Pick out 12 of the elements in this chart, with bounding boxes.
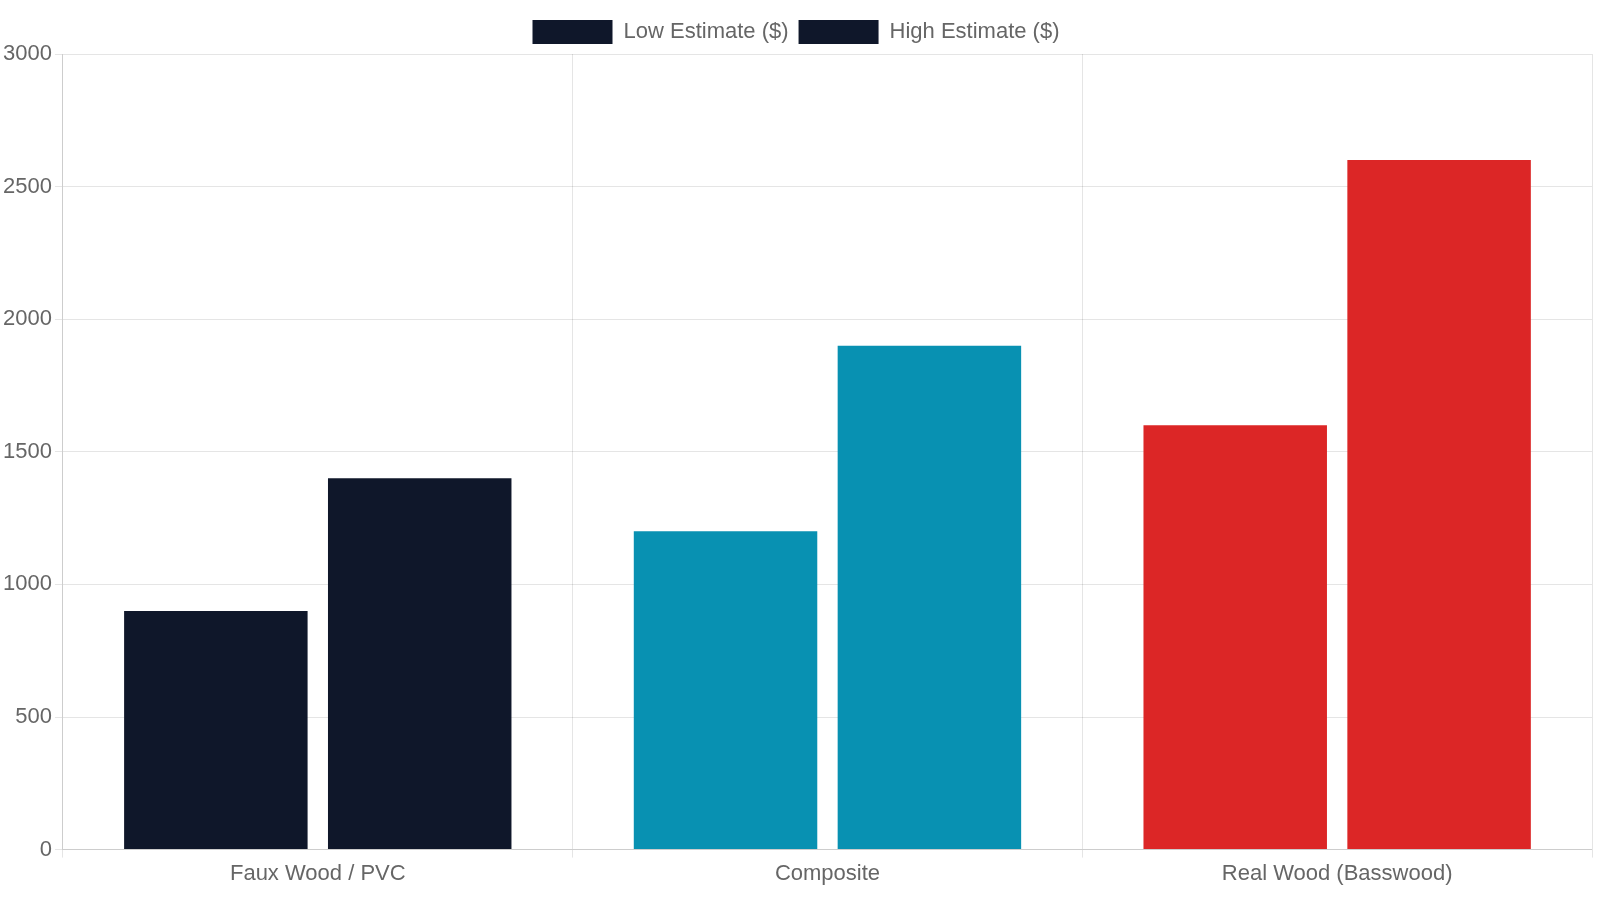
y-tick-label: 2000 — [2, 305, 52, 331]
x-tick-label: Faux Wood / PVC — [229, 859, 406, 885]
x-tick-label: Composite — [774, 859, 881, 885]
legend-label: Low Estimate ($) — [623, 18, 789, 44]
y-tick-label: 0 — [39, 835, 52, 861]
y-tick-label: 2500 — [2, 172, 52, 198]
y-tick-label: 500 — [15, 703, 52, 729]
legend-label: High Estimate ($) — [889, 18, 1060, 44]
x-tick-label: Real Wood (Basswood) — [1221, 859, 1453, 885]
y-tick-label: 1500 — [2, 437, 52, 463]
y-tick-label: 3000 — [2, 40, 52, 66]
y-tick-label: 1000 — [2, 570, 52, 596]
